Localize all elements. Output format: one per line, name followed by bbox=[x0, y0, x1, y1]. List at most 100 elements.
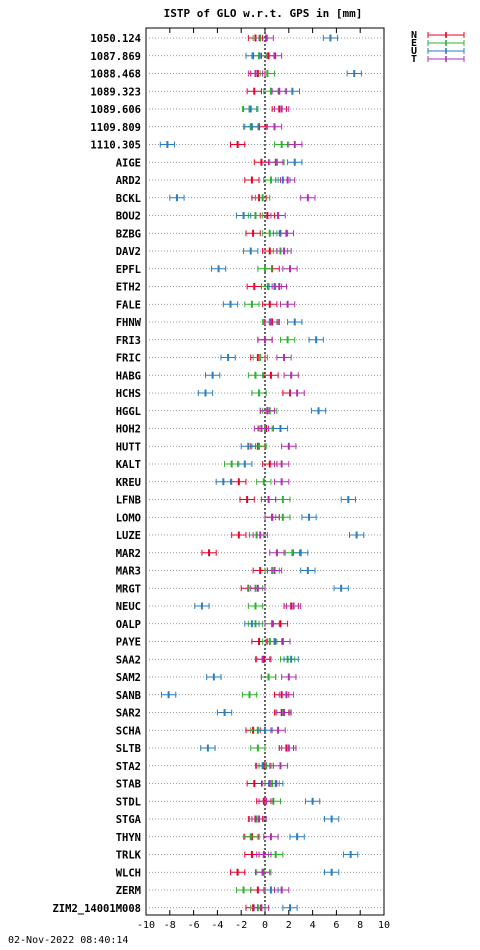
series-t-point bbox=[281, 673, 297, 681]
station-label: BOU2 bbox=[116, 211, 141, 223]
x-tick-label: 2 bbox=[286, 920, 292, 931]
series-e-point bbox=[224, 460, 240, 468]
x-tick-label: -6 bbox=[188, 920, 200, 931]
series-e-point bbox=[252, 354, 268, 361]
station-label: 1110.305 bbox=[90, 140, 141, 152]
series-u-point bbox=[210, 265, 227, 273]
series-t-point bbox=[254, 868, 271, 876]
series-n-point bbox=[262, 300, 278, 308]
series-t-point bbox=[270, 212, 286, 219]
series-n-point bbox=[246, 87, 262, 95]
series-n-point bbox=[263, 371, 279, 379]
series-u-point bbox=[283, 655, 299, 663]
series-u-point bbox=[293, 549, 309, 557]
series-t-point bbox=[266, 567, 283, 574]
series-e-point bbox=[260, 673, 277, 681]
series-t-point bbox=[251, 815, 267, 823]
series-t-point bbox=[264, 513, 280, 521]
series-u-point bbox=[324, 868, 340, 876]
series-t-point bbox=[256, 851, 272, 858]
series-u-point bbox=[200, 744, 216, 752]
series-e-point bbox=[241, 691, 258, 699]
series-u-point bbox=[304, 797, 321, 805]
series-e-point bbox=[243, 833, 259, 841]
series-u-point bbox=[169, 194, 185, 202]
series-n-point bbox=[246, 780, 262, 787]
series-u-point bbox=[287, 158, 303, 166]
legend-label: T bbox=[411, 54, 417, 65]
series-t-point bbox=[258, 797, 274, 805]
legend-label: E bbox=[411, 38, 417, 49]
station-label: SANB bbox=[116, 690, 141, 702]
series-u-point bbox=[282, 904, 298, 912]
station-label: ZIM2_14001M008 bbox=[52, 903, 141, 915]
station-label: SLTB bbox=[116, 743, 141, 755]
series-u-point bbox=[284, 87, 301, 95]
series-t-point bbox=[268, 158, 284, 166]
series-t-point bbox=[276, 247, 292, 255]
station-label: 1087.869 bbox=[90, 51, 141, 63]
series-u-point bbox=[324, 815, 340, 823]
series-u-point bbox=[159, 141, 176, 148]
station-label: 1109.809 bbox=[90, 122, 141, 134]
series-e-point bbox=[274, 141, 290, 148]
x-tick-label: -4 bbox=[211, 920, 223, 931]
series-u-point bbox=[235, 212, 252, 219]
series-t-point bbox=[287, 141, 303, 148]
series-u-point bbox=[197, 389, 214, 397]
series-e-point bbox=[275, 496, 291, 503]
station-label: FALE bbox=[116, 299, 141, 311]
series-u-point bbox=[346, 70, 362, 77]
chart-title: ISTP of GLO w.r.t. GPS in [mm] bbox=[164, 7, 363, 20]
station-label: TRLK bbox=[116, 850, 142, 862]
x-tick-label: -2 bbox=[235, 920, 247, 931]
series-t-point bbox=[278, 691, 295, 699]
series-t-point bbox=[283, 371, 299, 379]
series-n-point bbox=[229, 868, 246, 876]
series-t-point bbox=[272, 762, 289, 770]
series-u-point bbox=[301, 513, 317, 521]
series-t-point bbox=[276, 709, 292, 716]
x-tick-label: 0 bbox=[262, 920, 268, 931]
station-label: LOMO bbox=[116, 512, 141, 524]
station-label: STAB bbox=[116, 779, 141, 791]
series-u-point bbox=[272, 425, 289, 432]
series-u-point bbox=[222, 300, 239, 308]
station-label: ETH2 bbox=[116, 282, 141, 294]
series-t-point bbox=[281, 744, 297, 752]
station-label: NEUC bbox=[116, 601, 141, 613]
x-tick-label: 8 bbox=[357, 920, 363, 931]
station-label: OALP bbox=[116, 619, 141, 631]
series-u-point bbox=[206, 673, 222, 681]
series-n-point bbox=[246, 283, 262, 290]
station-label: MAR2 bbox=[116, 548, 141, 560]
station-label: SAA2 bbox=[116, 654, 141, 666]
series-t-point bbox=[269, 549, 285, 557]
station-label: 1088.468 bbox=[90, 69, 141, 81]
station-label: AIGE bbox=[116, 157, 141, 169]
timestamp-footer: 02-Nov-2022 08:40:14 bbox=[8, 935, 129, 946]
series-e-point bbox=[250, 744, 266, 752]
station-label: LUZE bbox=[116, 530, 141, 542]
series-u-point bbox=[300, 567, 316, 574]
series-u-point bbox=[237, 460, 253, 468]
station-label: FRIC bbox=[116, 353, 141, 365]
series-u-point bbox=[220, 354, 236, 361]
station-label: MRGT bbox=[116, 583, 141, 595]
series-e-point bbox=[256, 478, 272, 486]
station-label: SCHA bbox=[116, 725, 142, 737]
series-u-point bbox=[216, 709, 233, 716]
station-label: ARD2 bbox=[116, 175, 141, 187]
station-label: 1089.323 bbox=[90, 86, 141, 98]
series-t-point bbox=[259, 407, 276, 415]
series-u-point bbox=[322, 34, 339, 42]
x-tick-label: 10 bbox=[378, 920, 390, 931]
station-label: 1050.124 bbox=[90, 33, 141, 45]
series-t-point bbox=[285, 602, 302, 610]
station-label: 1089.606 bbox=[90, 104, 141, 116]
series-u-point bbox=[243, 247, 259, 255]
station-label: HABG bbox=[116, 370, 141, 382]
series-t-point bbox=[274, 478, 290, 486]
